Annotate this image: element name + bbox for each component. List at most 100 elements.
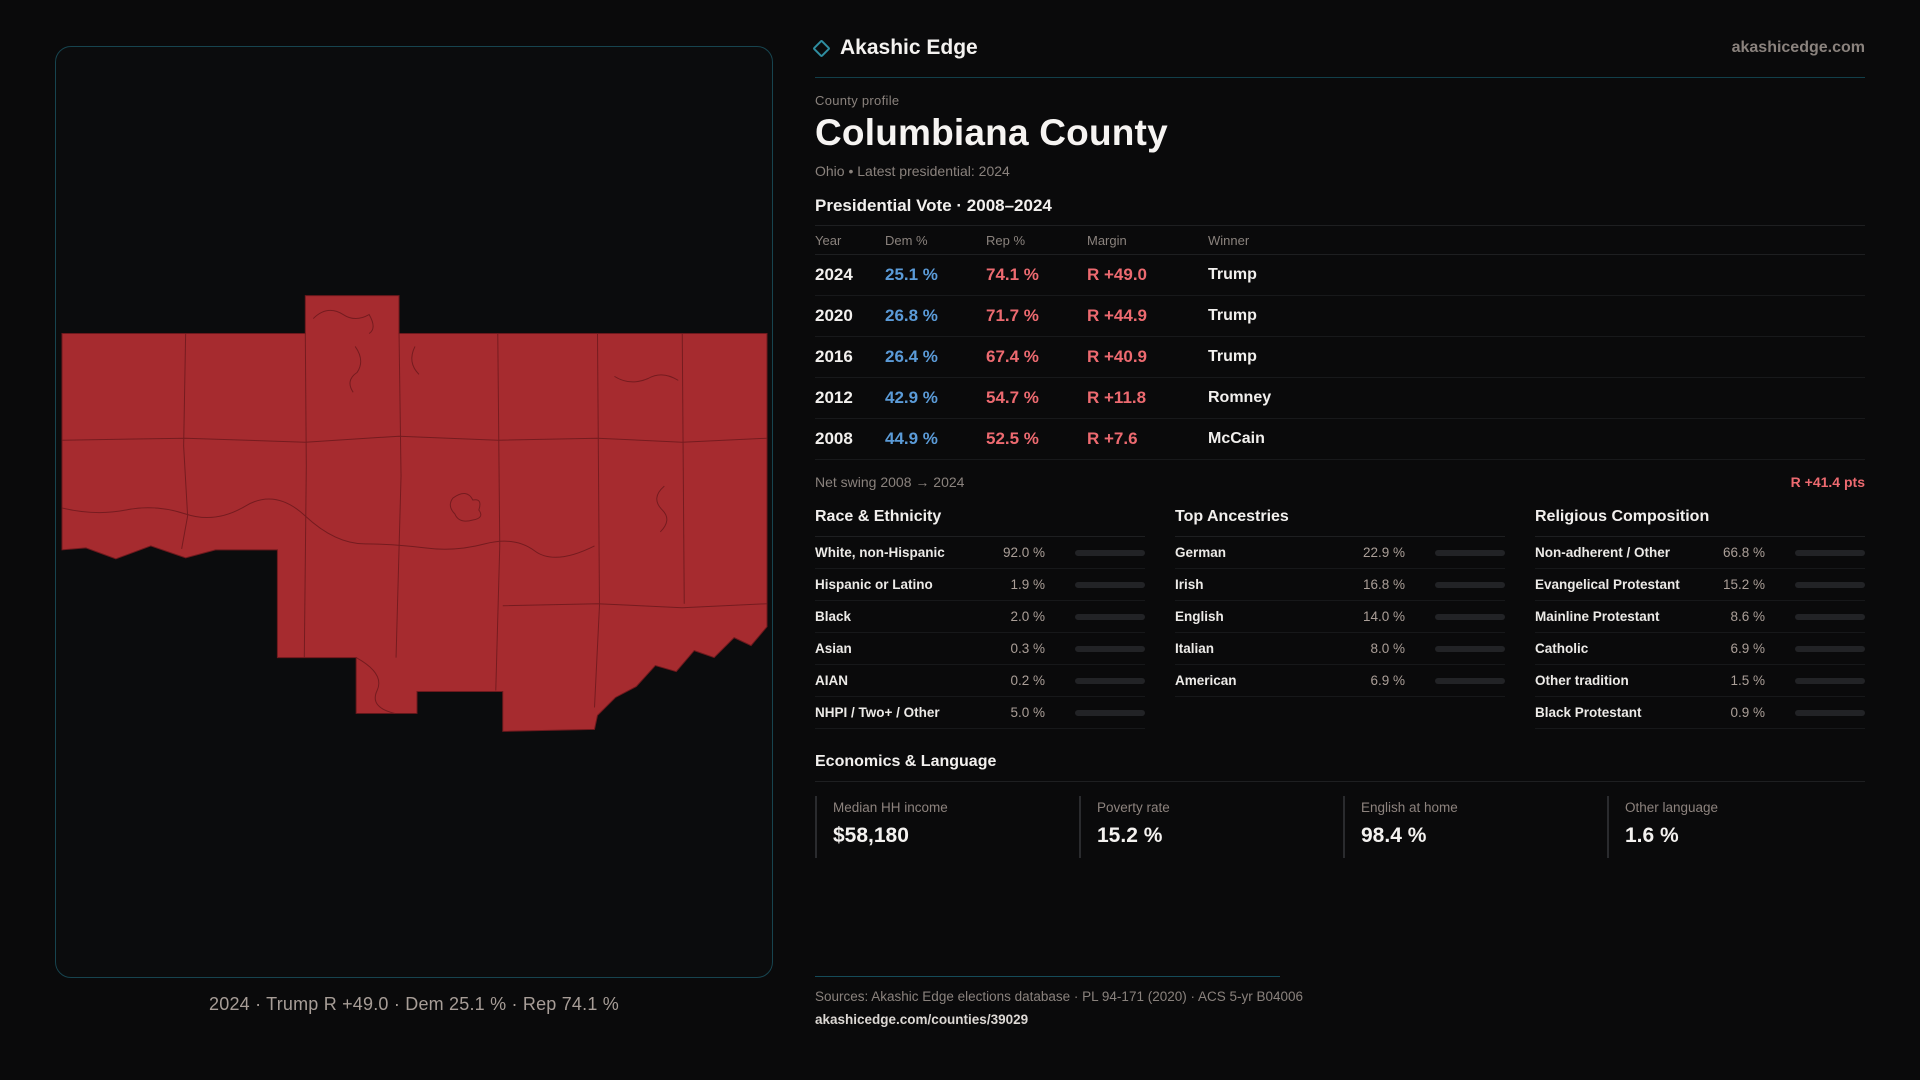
stat-value: 1.5 % — [1730, 673, 1765, 688]
stat-bar-track — [1795, 613, 1865, 620]
stat-bar-track — [1435, 613, 1505, 620]
stat-row: Mainline Protestant 8.6 % — [1535, 601, 1865, 633]
econ-stat-label: Poverty rate — [1097, 800, 1170, 815]
econ-stat-value: $58,180 — [833, 824, 909, 847]
demographics-section: Race & Ethnicity White, non-Hispanic 92.0 … — [815, 508, 1865, 729]
econ-stat-label: Median HH income — [833, 800, 948, 815]
stat-label: Mainline Protestant — [1535, 609, 1660, 624]
vote-table-header: Year Dem % Rep % Margin Winner — [815, 226, 1865, 255]
county-profile-card: Akashic Edge akashicedge.com County prof… — [812, 0, 1865, 1029]
stat-bar-track — [1795, 581, 1865, 588]
econ-stat-card: Other language 1.6 % — [1607, 796, 1865, 858]
vote-row: 2012 42.9 % 54.7 % R +11.8 Romney — [815, 378, 1865, 419]
vote-margin: R +11.8 — [1087, 388, 1147, 407]
stat-label: Catholic — [1535, 641, 1589, 656]
vote-rep-pct: 52.5 % — [986, 429, 1039, 448]
stat-label: Evangelical Protestant — [1535, 577, 1680, 592]
brand-domain-link[interactable]: akashicedge.com — [1731, 39, 1865, 56]
vote-column-header: Year — [815, 232, 842, 248]
econ-stat-card: Median HH income $58,180 — [815, 796, 1073, 858]
vote-year: 2016 — [815, 347, 853, 366]
stat-bar-track — [1795, 677, 1865, 684]
vote-dem-pct: 26.4 % — [885, 347, 938, 366]
net-swing-row: Net swing 2008 → 2024 R +41.4 pts — [815, 474, 1865, 490]
vote-row: 2024 25.1 % 74.1 % R +49.0 Trump — [815, 255, 1865, 296]
vote-winner: Trump — [1208, 266, 1257, 283]
stat-column-heading: Race & Ethnicity — [815, 508, 1145, 537]
stat-bar-track — [1075, 677, 1145, 684]
stat-value: 0.3 % — [1010, 641, 1045, 656]
stat-row: AIAN 0.2 % — [815, 665, 1145, 697]
vote-margin: R +40.9 — [1087, 347, 1148, 366]
stat-label: White, non-Hispanic — [815, 545, 945, 560]
stat-value: 6.9 % — [1370, 673, 1405, 688]
county-map-panel — [55, 46, 773, 978]
stat-label: American — [1175, 673, 1237, 688]
stat-label: Italian — [1175, 641, 1215, 656]
economics-cards: Median HH income $58,180 Poverty rate 15.2 … — [815, 796, 1865, 858]
net-swing-label: Net swing 2008 → 2024 — [815, 474, 965, 490]
econ-stat-label: Other language — [1625, 800, 1719, 815]
permalink-link[interactable]: akashicedge.com/counties/39029 — [815, 1012, 1029, 1027]
stat-bar-track — [1795, 549, 1865, 556]
stat-bar-track — [1795, 709, 1865, 716]
stat-column-heading: Religious Composition — [1535, 508, 1865, 537]
stat-column-heading: Top Ancestries — [1175, 508, 1505, 537]
map-caption: 2024 · Trump R +49.0 · Dem 25.1 % · Rep … — [209, 994, 619, 1014]
header: Akashic Edge akashicedge.com — [812, 0, 1865, 60]
vote-year: 2024 — [815, 265, 853, 284]
vote-dem-pct: 42.9 % — [885, 388, 938, 407]
stat-row: Catholic 6.9 % — [1535, 633, 1865, 665]
header-divider — [815, 77, 1865, 78]
stat-row: Asian 0.3 % — [815, 633, 1145, 665]
stat-value: 15.2 % — [1722, 577, 1765, 592]
stat-label: Irish — [1175, 577, 1204, 592]
diamond-logo-icon — [812, 38, 831, 58]
vote-dem-pct: 26.8 % — [885, 306, 938, 325]
stat-row: English 14.0 % — [1175, 601, 1505, 633]
stat-bar-track — [1435, 645, 1505, 652]
stat-value: 22.9 % — [1362, 545, 1405, 560]
brand-name: Akashic Edge — [840, 36, 978, 59]
stat-row: Non-adherent / Other 66.8 % — [1535, 537, 1865, 569]
stat-value: 14.0 % — [1362, 609, 1405, 624]
vote-winner: McCain — [1208, 430, 1265, 447]
vote-rep-pct: 54.7 % — [986, 388, 1039, 407]
page-title: Columbiana County — [815, 112, 1168, 153]
economics-heading: Economics & Language — [815, 753, 997, 770]
vote-column-header: Margin — [1087, 232, 1127, 248]
stat-label: NHPI / Two+ / Other — [815, 705, 940, 720]
stat-label: German — [1175, 545, 1227, 560]
vote-row: 2008 44.9 % 52.5 % R +7.6 McCain — [815, 419, 1865, 460]
vote-margin: R +7.6 — [1087, 429, 1138, 448]
eyebrow-label: County profile — [815, 93, 900, 108]
vote-margin: R +49.0 — [1087, 265, 1148, 284]
stat-label: Asian — [815, 641, 852, 656]
stat-column: Top Ancestries German 22.9 % Irish 16.8 % Eng… — [1175, 508, 1505, 729]
stat-bar-track — [1075, 645, 1145, 652]
vote-winner: Romney — [1208, 389, 1272, 406]
stat-label: Black — [815, 609, 852, 624]
stat-label: Other tradition — [1535, 673, 1629, 688]
net-swing-value: R +41.4 pts — [1790, 474, 1865, 490]
stat-row: Black Protestant 0.9 % — [1535, 697, 1865, 729]
stat-row: Hispanic or Latino 1.9 % — [815, 569, 1145, 601]
econ-stat-value: 98.4 % — [1361, 824, 1427, 847]
stat-row: Evangelical Protestant 15.2 % — [1535, 569, 1865, 601]
stat-value: 66.8 % — [1722, 545, 1765, 560]
stat-row: Other tradition 1.5 % — [1535, 665, 1865, 697]
stat-bar-track — [1075, 581, 1145, 588]
vote-column-header: Rep % — [986, 232, 1026, 248]
stat-bar-track — [1795, 645, 1865, 652]
vote-table: Year Dem % Rep % Margin Winner 2024 25.1 % 74.… — [815, 225, 1865, 460]
county-map — [61, 295, 768, 732]
stat-label: Black Protestant — [1535, 705, 1642, 720]
vote-dem-pct: 44.9 % — [885, 429, 938, 448]
sources-text: Sources: Akashic Edge elections database… — [815, 989, 1304, 1004]
stat-value: 8.6 % — [1730, 609, 1765, 624]
stat-row: Irish 16.8 % — [1175, 569, 1505, 601]
stat-value: 0.9 % — [1730, 705, 1765, 720]
vote-winner: Trump — [1208, 307, 1257, 324]
stat-value: 2.0 % — [1010, 609, 1045, 624]
